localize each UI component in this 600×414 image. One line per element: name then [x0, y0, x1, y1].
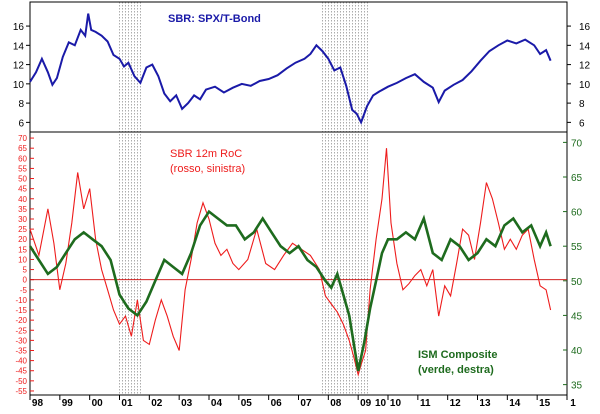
roc-axis-tick-label: -45 [15, 367, 27, 376]
roc-axis-tick-label: -40 [15, 357, 27, 366]
x-axis-tick-label: 08 [330, 398, 342, 409]
roc-axis-tick-label: 15 [18, 245, 27, 254]
bottom-panel-axes: -55-50-45-40-35-30-25-20-15-10-505101520… [15, 134, 582, 396]
top-right-tick-label: 8 [579, 99, 585, 110]
x-axis-tick-label: 11 [420, 398, 431, 409]
roc-axis-tick-label: -25 [15, 326, 27, 335]
x-axis-tick-label: 99 [62, 398, 74, 409]
roc-series-subtitle: (rosso, sinistra) [170, 163, 245, 175]
roc-axis-tick-label: 65 [18, 144, 27, 153]
roc-axis-tick-label: -55 [15, 387, 27, 396]
roc-axis-tick-label: 45 [18, 185, 27, 194]
top-left-tick-label: 10 [13, 80, 25, 91]
top-right-tick-label: 16 [579, 22, 591, 33]
roc-axis-tick-label: 70 [18, 134, 27, 143]
x-axis-tick-label: 00 [92, 398, 104, 409]
ism-axis-tick-label: 55 [571, 242, 583, 253]
ism-axis-tick-label: 45 [571, 311, 583, 322]
roc-axis-tick-label: -10 [15, 296, 27, 305]
x-axis-tick-label: 01 [121, 398, 133, 409]
roc-axis-tick-label: -35 [15, 346, 27, 355]
roc-axis-tick-label: 25 [18, 225, 27, 234]
top-left-tick-label: 6 [18, 118, 24, 129]
x-axis-tick-label: 09 [360, 398, 372, 409]
roc-axis-tick-label: -30 [15, 336, 27, 345]
x-axis-tick-label: 15 [539, 398, 551, 409]
x-axis-tick-label: 05 [241, 398, 253, 409]
x-axis: 98 99 00 01 02 03 04 05 06 07 08 09 10 10 11 12 13 14 15 1 [29, 395, 576, 409]
roc-axis-tick-label: 35 [18, 205, 27, 214]
ism-axis-tick-label: 40 [571, 346, 583, 357]
series-layer [28, 13, 552, 377]
ism-axis-tick-label: 35 [571, 381, 583, 392]
top-chart-title: SBR: SPX/T-Bond [168, 13, 261, 25]
top-panel-frame [29, 1, 568, 133]
roc-axis-tick-label: 40 [18, 195, 27, 204]
roc-axis-tick-label: -50 [15, 377, 27, 386]
top-right-tick-label: 10 [579, 80, 591, 91]
x-axis-tick-label: 98 [32, 398, 44, 409]
x-axis-tick-label: 12 [450, 398, 462, 409]
x-axis-tick-label: 07 [300, 398, 312, 409]
x-axis-tick-label: 1 [570, 398, 576, 409]
roc-axis-tick-label: 5 [23, 266, 28, 275]
top-panel-axes: 6 6 8 8 10 10 12 12 14 14 16 16 [13, 22, 591, 129]
x-axis-tick-label: 10 [390, 398, 402, 409]
top-left-tick-label: 8 [18, 99, 24, 110]
roc-series-title: SBR 12m RoC [170, 148, 242, 160]
ism-axis-tick-label: 50 [571, 277, 583, 288]
top-right-tick-label: 6 [579, 118, 585, 129]
x-axis-tick-label: 02 [151, 398, 163, 409]
roc-axis-tick-label: 50 [18, 175, 27, 184]
roc-axis-tick-label: -15 [15, 306, 27, 315]
sbr-series-line [29, 13, 552, 125]
x-axis-tick-label: 10 [375, 398, 387, 409]
roc-axis-tick-label: 30 [18, 215, 27, 224]
roc-series-line [29, 148, 552, 377]
x-axis-tick-label: 13 [479, 398, 491, 409]
ism-axis-tick-label: 70 [571, 138, 583, 149]
top-right-tick-label: 14 [579, 41, 591, 52]
ism-axis-tick-label: 60 [571, 208, 583, 219]
roc-axis-tick-label: 55 [18, 164, 27, 173]
roc-axis-tick-label: -20 [15, 316, 27, 325]
roc-axis-tick-label: 10 [18, 255, 27, 264]
ism-series-subtitle: (verde, destra) [418, 364, 494, 376]
x-axis-tick-label: 03 [181, 398, 193, 409]
roc-axis-tick-label: -5 [20, 286, 28, 295]
x-axis-tick-label: 14 [509, 398, 521, 409]
top-right-tick-label: 12 [579, 61, 591, 72]
roc-axis-tick-label: 20 [18, 235, 27, 244]
roc-axis-tick-label: 60 [18, 154, 27, 163]
top-left-tick-label: 14 [13, 41, 25, 52]
ism-series-line [28, 209, 552, 372]
x-axis-tick-label: 06 [271, 398, 283, 409]
ism-series-title: ISM Composite [418, 349, 497, 361]
top-left-tick-label: 16 [13, 22, 25, 33]
top-left-tick-label: 12 [13, 61, 25, 72]
x-axis-tick-label: 04 [211, 398, 223, 409]
roc-axis-tick-label: 0 [23, 276, 28, 285]
ism-axis-tick-label: 65 [571, 173, 583, 184]
